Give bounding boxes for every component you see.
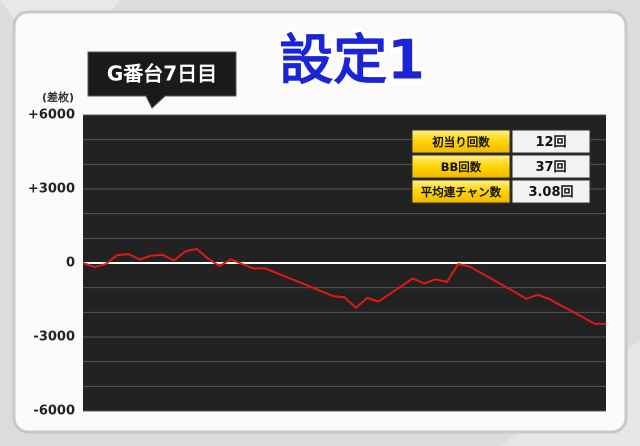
stat-label: 初当り回数 xyxy=(432,135,490,149)
data-line xyxy=(82,247,607,325)
y-tick-label: -3000 xyxy=(33,330,75,345)
stat-value: 37回 xyxy=(535,160,566,175)
chart-title: 設定1 xyxy=(279,29,425,92)
stat-value: 3.08回 xyxy=(528,185,573,200)
stat-value-cell xyxy=(511,154,591,179)
badge-label: G番台7日目 xyxy=(107,62,217,86)
y-tick-label: +6000 xyxy=(28,108,75,123)
y-axis-label: (差枚) xyxy=(42,90,74,104)
badge-bg xyxy=(87,51,237,109)
stat-label-cell xyxy=(411,154,511,179)
stat-value-cell xyxy=(511,129,591,154)
stat-value: 12回 xyxy=(535,135,566,150)
stat-label-cell xyxy=(411,179,511,204)
stat-label: 平均連チャン数 xyxy=(421,185,502,199)
stat-value-cell xyxy=(511,179,591,204)
y-tick-label: -6000 xyxy=(33,404,75,419)
y-tick-label: +3000 xyxy=(28,182,75,197)
y-tick-label: 0 xyxy=(66,256,75,271)
stat-label: BB回数 xyxy=(441,160,482,174)
stat-label-cell xyxy=(411,129,511,154)
